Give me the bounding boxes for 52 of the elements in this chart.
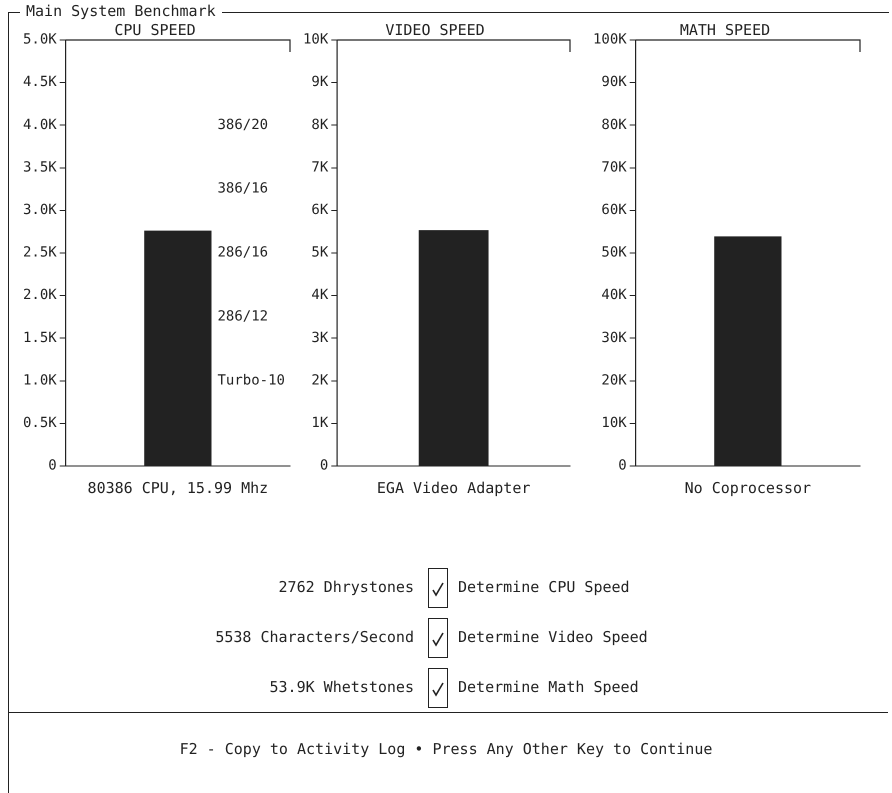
x-axis-title: 80386 CPU, 15.99 Mhz <box>88 478 268 497</box>
chart-title: CPU SPEED <box>114 20 196 39</box>
chart-title: VIDEO SPEED <box>385 20 485 39</box>
text: Determine CPU Speed <box>458 578 630 596</box>
x-axis-title: EGA Video Adapter <box>376 478 530 497</box>
y-tick-label: 4K <box>311 287 329 304</box>
y-tick-label: 5.0K <box>22 32 58 48</box>
text: Main System Benchmark <box>20 2 222 20</box>
text: F2 - Copy to Activity Log • Press Any Other Key to Continue <box>178 740 714 758</box>
y-tick-label: 60K <box>601 202 628 218</box>
y-tick-label: 70K <box>601 159 628 176</box>
y-tick-label: 2.5K <box>22 244 58 261</box>
text: 53.9K Whetstones <box>270 678 414 696</box>
y-tick-label: 90K <box>601 74 628 90</box>
y-tick-label: 6K <box>311 202 329 218</box>
y-tick-label: 0 <box>48 458 57 474</box>
y-tick-label: 0.5K <box>22 415 58 432</box>
y-tick-label: 40K <box>601 287 628 304</box>
y-tick-label: 5K <box>311 244 329 261</box>
text: Determine Video Speed <box>458 628 648 646</box>
text: Determine Math Speed <box>458 678 639 696</box>
y-tick-label: 9K <box>311 74 329 90</box>
y-tick-label: 4.5K <box>22 74 58 90</box>
y-tick-label: 2.0K <box>22 287 58 304</box>
text: 5538 Characters/Second <box>215 628 414 646</box>
y-tick-label: 3.0K <box>22 202 58 218</box>
y-tick-label: 0 <box>618 458 627 474</box>
y-tick-label: 100K <box>592 32 628 48</box>
y-tick-label: 8K <box>311 116 329 133</box>
text: 2762 Dhrystones <box>278 578 414 596</box>
y-tick-label: 10K <box>601 415 628 432</box>
y-tick-label: 1K <box>311 415 329 432</box>
y-tick-label: 30K <box>601 330 628 346</box>
annotation: 286/12 <box>218 308 268 325</box>
y-tick-label: 50K <box>601 244 628 261</box>
y-tick-label: 2K <box>311 372 329 388</box>
chart-title: MATH SPEED <box>680 20 770 39</box>
y-tick-label: 10K <box>302 32 329 48</box>
annotation: 386/16 <box>218 180 268 197</box>
y-tick-label: 20K <box>601 372 628 388</box>
y-tick-label: 1.0K <box>22 372 58 388</box>
y-tick-label: 0 <box>320 458 328 474</box>
y-tick-label: 3.5K <box>22 159 58 176</box>
annotation: 286/16 <box>218 244 268 261</box>
y-tick-label: 4.0K <box>22 116 58 133</box>
y-tick-label: 80K <box>601 116 628 133</box>
x-axis-title: No Coprocessor <box>684 478 812 497</box>
y-tick-label: 1.5K <box>22 330 58 346</box>
annotation: 386/20 <box>218 116 268 133</box>
y-tick-label: 3K <box>311 330 329 346</box>
annotation: Turbo-10 <box>218 372 285 388</box>
y-tick-label: 7K <box>311 159 329 176</box>
